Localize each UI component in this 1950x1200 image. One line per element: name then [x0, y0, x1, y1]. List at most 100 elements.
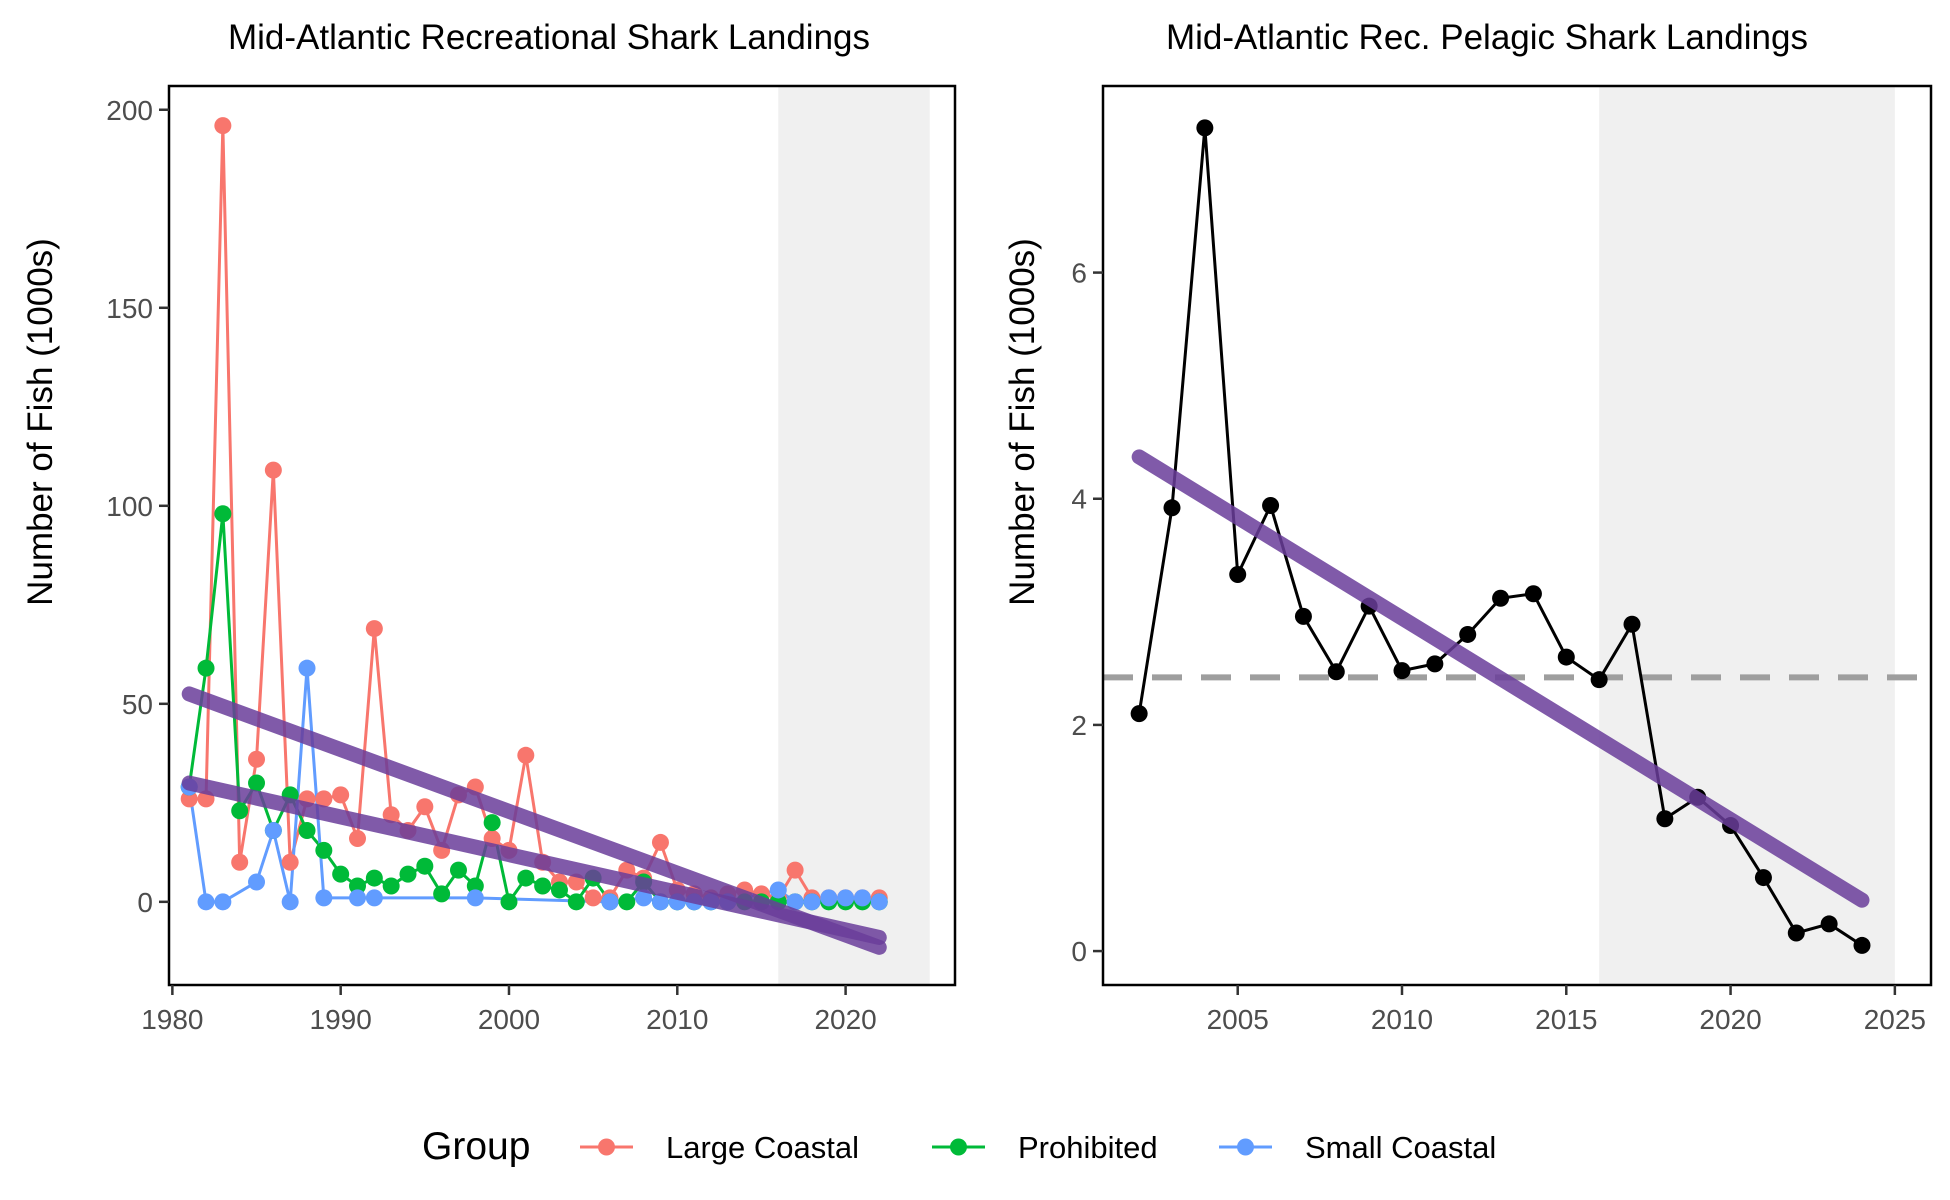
data-point	[618, 893, 636, 911]
data-point	[550, 881, 568, 899]
data-point	[231, 853, 249, 871]
legend-title: Group	[422, 1125, 530, 1168]
data-point	[180, 790, 198, 808]
data-point	[1327, 663, 1345, 681]
data-point	[433, 885, 451, 903]
x-tick-label: 2020	[814, 1004, 876, 1035]
data-point	[584, 889, 602, 907]
plot-frame	[167, 84, 957, 987]
data-point	[651, 833, 669, 851]
data-point	[231, 802, 249, 820]
data-point	[1393, 662, 1411, 680]
x-tick-label: 1980	[141, 1004, 203, 1035]
x-tick-label: 1990	[310, 1004, 372, 1035]
data-point	[1294, 607, 1312, 625]
y-tick-label: 0	[1071, 936, 1087, 967]
data-point	[1229, 566, 1247, 584]
legend: Group Large Coastal Prohibited Small Coast…	[422, 1125, 1496, 1168]
data-point	[870, 893, 888, 911]
data-point	[837, 889, 855, 907]
chart-title: Mid-Atlantic Recreational Shark Landings	[228, 18, 870, 57]
data-point	[1426, 655, 1444, 673]
data-point	[332, 786, 350, 804]
data-point	[214, 505, 232, 523]
data-point	[248, 774, 266, 792]
data-point	[803, 893, 821, 911]
data-point	[1787, 924, 1805, 942]
data-point	[1820, 915, 1838, 933]
data-point	[1524, 585, 1542, 603]
panel-landings-by-group: Mid-Atlantic Recreational Shark Landings…	[21, 18, 957, 1035]
data-point	[399, 865, 417, 883]
plot-area: 1980 1990 2000 2010 2020 0 50 100 150 200	[106, 84, 957, 1035]
data-point	[332, 865, 350, 883]
data-point	[197, 659, 215, 677]
data-point	[466, 877, 484, 895]
data-point	[820, 889, 838, 907]
y-axis-label: Number of Fish (1000s)	[1003, 238, 1042, 606]
data-point	[349, 877, 367, 895]
legend-key-point	[1237, 1138, 1254, 1156]
x-tick-label: 2005	[1207, 1004, 1269, 1035]
data-point	[534, 877, 552, 895]
data-point	[500, 893, 518, 911]
data-point	[197, 893, 215, 911]
data-point	[1590, 671, 1608, 689]
plot-area: 2005 2010 2015 2020 2025 0 2 4 6	[1071, 84, 1933, 1035]
legend-items: Large Coastal Prohibited Small Coastal	[580, 1130, 1496, 1165]
data-point	[248, 873, 266, 891]
data-point	[298, 822, 316, 840]
data-point	[248, 750, 266, 768]
x-tick-label: 2025	[1864, 1004, 1926, 1035]
legend-key-point	[950, 1138, 967, 1156]
x-tick-label: 2015	[1535, 1004, 1597, 1035]
data-point	[382, 877, 400, 895]
y-axis-label: Number of Fish (1000s)	[21, 238, 60, 606]
data-point	[1262, 497, 1280, 515]
x-tick-label: 2010	[1371, 1004, 1433, 1035]
data-point	[466, 889, 484, 907]
data-point	[365, 889, 383, 907]
data-point	[517, 746, 535, 764]
data-point	[567, 893, 585, 911]
shaded-region	[778, 87, 930, 984]
data-point	[264, 822, 282, 840]
data-point	[517, 869, 535, 887]
trend-line-0	[1131, 449, 1870, 908]
data-point	[264, 461, 282, 479]
data-point	[416, 798, 434, 816]
data-point	[365, 869, 383, 887]
data-point	[349, 829, 367, 847]
data-point	[214, 893, 232, 911]
y-tick-label: 0	[137, 887, 153, 918]
data-point	[416, 857, 434, 875]
data-point	[651, 893, 669, 911]
data-point	[298, 659, 316, 677]
data-point	[315, 841, 333, 859]
data-point	[1557, 648, 1575, 666]
panel-pelagic-landings: Mid-Atlantic Rec. Pelagic Shark Landings…	[1003, 18, 1933, 1035]
data-point	[1196, 119, 1214, 137]
data-point	[786, 861, 804, 879]
data-point	[601, 893, 619, 911]
legend-label: Prohibited	[1018, 1130, 1158, 1165]
data-point	[1754, 869, 1772, 887]
data-point	[349, 889, 367, 907]
y-tick-label: 150	[106, 293, 153, 324]
data-point	[315, 790, 333, 808]
y-tick-label: 4	[1071, 484, 1087, 515]
y-tick-label: 100	[106, 491, 153, 522]
data-point	[483, 814, 501, 832]
data-point	[281, 893, 299, 911]
data-point	[382, 806, 400, 824]
data-point	[786, 893, 804, 911]
data-point	[281, 853, 299, 871]
data-point	[853, 889, 871, 907]
data-point	[769, 881, 787, 899]
y-tick-label: 6	[1071, 258, 1087, 289]
data-point	[1163, 499, 1181, 517]
legend-label: Large Coastal	[666, 1130, 859, 1165]
y-tick-label: 50	[122, 689, 153, 720]
legend-key-point	[598, 1138, 615, 1156]
